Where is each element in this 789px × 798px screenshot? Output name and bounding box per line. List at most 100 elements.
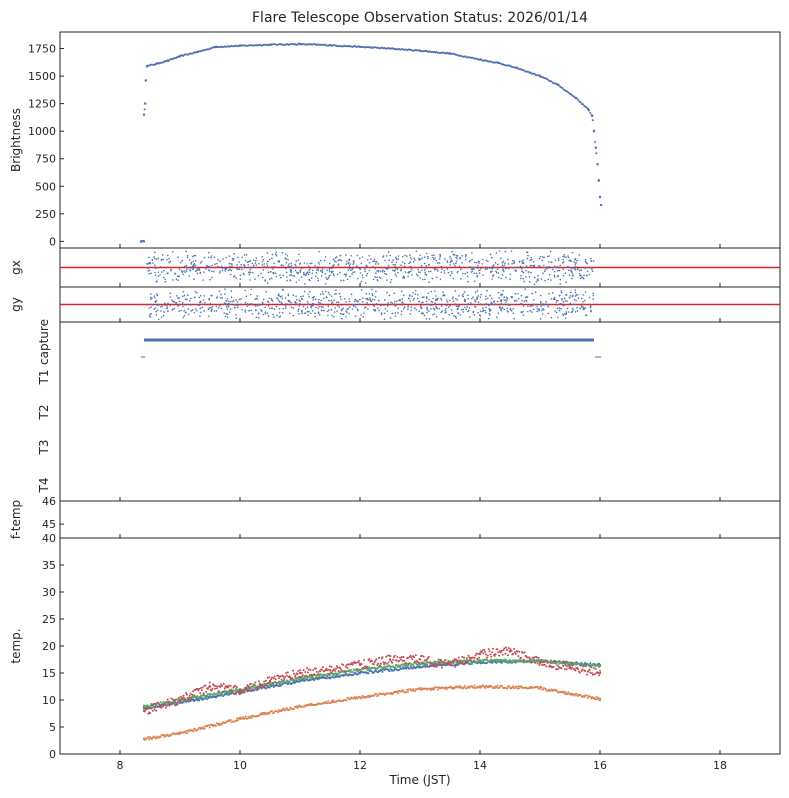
data-point — [440, 659, 443, 662]
data-point — [584, 307, 587, 309]
data-point — [235, 719, 238, 722]
data-point — [254, 298, 256, 301]
data-point — [260, 272, 262, 275]
data-point — [261, 713, 264, 716]
data-point — [477, 311, 479, 314]
data-point — [439, 253, 441, 256]
data-point — [364, 665, 367, 668]
data-point — [147, 263, 149, 265]
data-point — [391, 261, 393, 264]
data-point — [544, 279, 546, 282]
data-point — [177, 256, 179, 259]
y-tick-label: 250 — [35, 208, 56, 221]
data-point — [421, 296, 424, 299]
data-point — [571, 273, 574, 275]
data-point — [169, 292, 172, 295]
data-point — [562, 304, 565, 307]
data-point — [288, 300, 290, 303]
data-point — [486, 654, 489, 657]
data-point — [591, 114, 594, 117]
data-point — [166, 305, 168, 307]
data-point — [557, 662, 560, 665]
data-point — [184, 700, 187, 703]
data-point — [580, 304, 583, 307]
data-point — [498, 250, 501, 252]
data-point — [264, 311, 267, 314]
data-point — [328, 299, 330, 302]
data-point — [585, 261, 587, 264]
data-point — [475, 652, 478, 655]
data-point — [567, 691, 570, 694]
data-point — [256, 295, 259, 297]
data-point — [166, 258, 168, 261]
data-point — [392, 269, 394, 272]
data-point — [303, 675, 306, 678]
data-point — [237, 256, 239, 259]
data-point — [155, 310, 157, 313]
data-point — [413, 656, 416, 659]
data-point — [556, 265, 559, 268]
data-point — [538, 664, 541, 667]
data-point — [354, 671, 357, 674]
data-point — [380, 669, 383, 672]
data-point — [331, 265, 334, 267]
data-point — [372, 260, 374, 263]
data-point — [325, 677, 328, 680]
data-point — [273, 308, 276, 310]
data-point — [400, 667, 403, 670]
data-point — [385, 255, 388, 257]
data-point — [400, 290, 403, 293]
data-point — [194, 259, 197, 262]
data-point — [436, 298, 438, 300]
data-point — [277, 681, 280, 684]
data-point — [412, 261, 415, 263]
data-point — [358, 696, 362, 699]
data-point — [190, 696, 193, 699]
data-point — [272, 267, 274, 270]
data-point — [418, 310, 420, 313]
data-point — [226, 297, 229, 300]
data-point — [383, 299, 386, 301]
data-point — [187, 730, 190, 733]
data-point — [579, 307, 581, 310]
data-point — [394, 315, 397, 317]
data-point — [520, 656, 523, 659]
data-point — [193, 311, 196, 314]
data-point — [533, 264, 536, 267]
data-point — [570, 311, 573, 314]
data-point — [500, 266, 503, 268]
data-point — [286, 254, 289, 257]
data-point — [407, 297, 410, 300]
data-point — [472, 311, 475, 314]
data-point — [567, 269, 570, 272]
data-point — [541, 313, 544, 315]
status-label-T3: T3 — [37, 440, 51, 456]
data-point — [153, 308, 155, 310]
data-point — [177, 701, 180, 704]
data-point — [257, 686, 259, 689]
data-point — [452, 263, 455, 265]
data-point — [431, 663, 434, 666]
data-point — [358, 668, 362, 671]
data-point — [547, 303, 549, 306]
data-point — [527, 254, 529, 257]
data-point — [479, 310, 482, 313]
data-point — [561, 86, 564, 89]
data-point — [456, 271, 459, 274]
data-point — [592, 696, 595, 699]
data-point — [211, 687, 214, 690]
data-point — [494, 261, 497, 264]
data-point — [344, 665, 347, 668]
data-point — [235, 317, 238, 319]
data-point — [228, 693, 231, 696]
data-point — [413, 257, 415, 259]
data-point — [181, 295, 184, 298]
data-point — [212, 270, 215, 273]
data-point — [360, 314, 363, 316]
data-point — [308, 295, 310, 298]
data-point — [312, 299, 315, 301]
data-point — [197, 269, 199, 271]
data-point — [472, 268, 474, 270]
data-point — [523, 280, 525, 283]
data-point — [559, 278, 562, 281]
